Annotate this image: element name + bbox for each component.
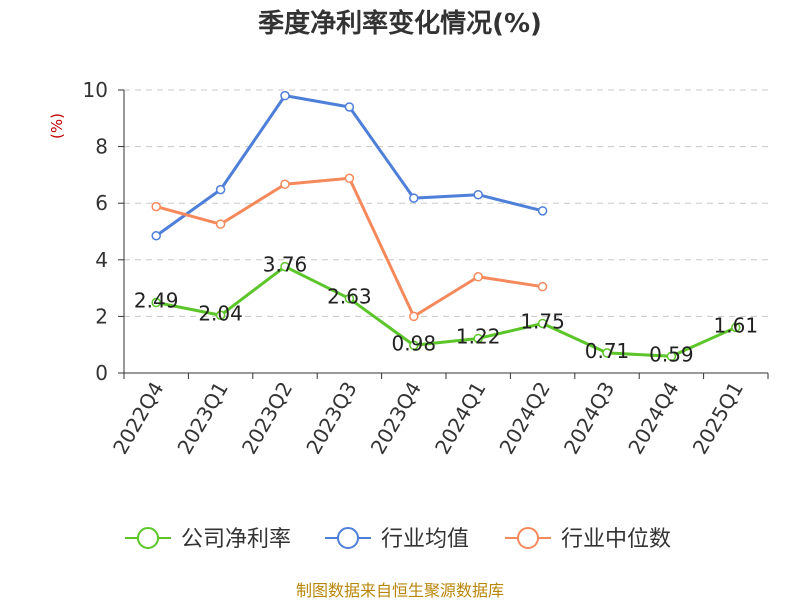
data-point — [537, 206, 548, 216]
data-point — [215, 219, 226, 229]
x-tick-label: 2025Q1 — [688, 378, 748, 459]
data-point — [280, 261, 290, 272]
axes — [123, 90, 769, 379]
data-point — [666, 351, 677, 362]
series-1 — [151, 90, 548, 241]
data-point — [473, 272, 483, 282]
data-label: 1.75 — [520, 309, 565, 333]
series-group — [151, 90, 741, 362]
legend: 公司净利率 行业均值 行业中位数 — [125, 527, 671, 552]
data-point — [151, 201, 161, 212]
data-point — [473, 189, 483, 200]
y-tick-label: 2 — [95, 304, 108, 328]
y-tick-label: 4 — [95, 248, 108, 272]
x-tick-label: 2023Q1 — [172, 378, 232, 459]
y-axis-label: (%) — [48, 113, 66, 139]
x-tick-label: 2024Q2 — [494, 378, 554, 459]
legend-label: 公司净利率 — [181, 527, 291, 552]
data-point — [537, 281, 548, 292]
data-labels: 2.49 2.04 3.76 2.63 0.98 1.22 1.75 0.71 0.59 1.61 — [134, 253, 758, 367]
data-label: 3.76 — [263, 253, 308, 277]
x-tick-label: 2023Q2 — [237, 378, 297, 459]
source-note: 制图数据来自恒生聚源数据库 — [295, 581, 504, 600]
x-tick-label: 2023Q4 — [366, 378, 426, 459]
data-point — [409, 340, 419, 351]
x-ticks: 2022Q4 2023Q1 2023Q2 2023Q3 2023Q4 2024Q1 2024… — [108, 378, 748, 459]
data-point — [280, 90, 290, 101]
chart-title: 季度净利率变化情况(%) — [258, 8, 542, 39]
data-label: 0.71 — [585, 339, 630, 363]
data-point — [280, 179, 290, 189]
x-tick-label: 2024Q3 — [559, 378, 619, 459]
data-point — [409, 193, 419, 203]
y-tick-label: 0 — [95, 361, 108, 385]
data-point — [602, 348, 612, 358]
series-0 — [151, 261, 741, 362]
legend-marker — [517, 527, 539, 549]
x-tick-label: 2024Q1 — [430, 378, 490, 459]
data-label: 1.61 — [714, 313, 759, 337]
legend-label: 行业均值 — [381, 527, 469, 552]
grid — [124, 89, 768, 317]
x-tick-label: 2024Q4 — [623, 378, 683, 459]
data-point — [151, 297, 161, 308]
data-label: 0.59 — [649, 342, 694, 366]
data-point — [537, 318, 548, 329]
data-point — [473, 333, 483, 344]
data-label: 0.98 — [392, 331, 437, 355]
series-line — [155, 94, 543, 237]
data-label: 1.22 — [456, 324, 501, 348]
data-point — [151, 230, 161, 241]
data-point — [409, 311, 419, 322]
data-label: 2.49 — [134, 289, 179, 313]
series-2 — [151, 173, 548, 322]
data-label: 2.04 — [198, 301, 243, 325]
legend-marker — [337, 527, 359, 549]
y-ticks: 0 2 4 6 8 10 — [83, 78, 124, 385]
data-point — [344, 293, 355, 304]
y-tick-label: 10 — [83, 78, 108, 102]
y-tick-label: 6 — [95, 191, 108, 215]
data-point — [215, 310, 226, 321]
x-tick-label: 2023Q3 — [301, 378, 361, 459]
data-point — [344, 173, 355, 184]
y-tick-label: 8 — [95, 135, 108, 159]
legend-label: 行业中位数 — [561, 527, 671, 552]
legend-marker — [137, 527, 159, 549]
data-point — [731, 322, 741, 333]
data-point — [215, 184, 226, 195]
data-label: 2.63 — [327, 285, 372, 309]
data-point — [344, 102, 355, 112]
series-line — [155, 265, 737, 358]
x-tick-label: 2022Q4 — [108, 378, 168, 459]
